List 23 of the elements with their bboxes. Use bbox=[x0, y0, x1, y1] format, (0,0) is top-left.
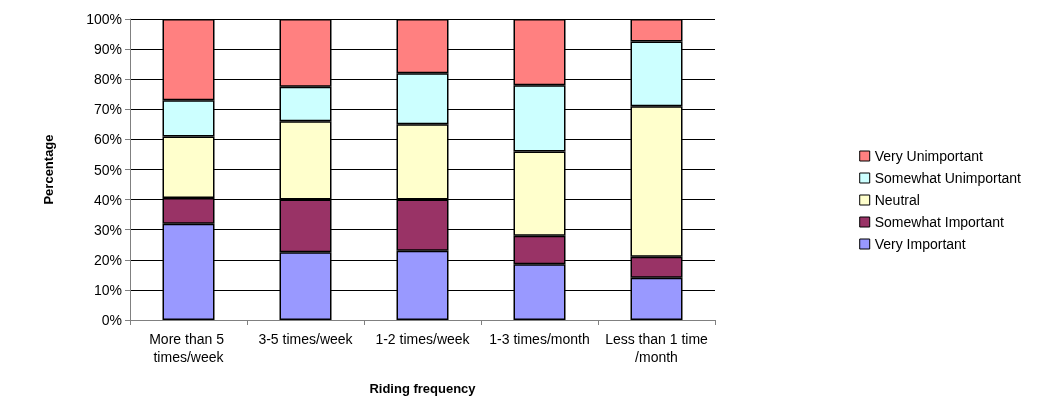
x-tick-label: Less than 1 time/month bbox=[605, 331, 709, 365]
y-tick-label: 30% bbox=[93, 221, 122, 238]
y-tick-label: 60% bbox=[93, 131, 122, 148]
x-tick-label: 1-3 times/month bbox=[489, 331, 590, 347]
y-tick-label: 90% bbox=[93, 41, 122, 58]
y-tick-label: 20% bbox=[93, 251, 122, 268]
y-tick-label: 0% bbox=[101, 312, 122, 328]
y-tick-label: 40% bbox=[93, 191, 122, 208]
legend-label: Very Unimportant bbox=[874, 148, 983, 164]
legend-label: Somewhat Important bbox=[874, 214, 1004, 230]
x-tick-label: More than 5 times/week bbox=[149, 331, 228, 365]
y-tick-label: 80% bbox=[93, 71, 122, 88]
x-axis-title: Riding frequency bbox=[369, 381, 477, 396]
legend-label: Very Important bbox=[874, 236, 966, 252]
y-axis-title: Percentage bbox=[41, 134, 56, 205]
legend-label: Somewhat Unimportant bbox=[874, 170, 1022, 186]
y-tick-label: 100% bbox=[86, 11, 122, 27]
x-tick-label: 3-5 times/week bbox=[258, 331, 354, 347]
x-tick-label: 1-2 times/week bbox=[375, 331, 471, 347]
y-tick-label: 10% bbox=[93, 281, 122, 298]
y-tick-label: 70% bbox=[93, 101, 122, 118]
y-tick-label: 50% bbox=[93, 161, 122, 178]
legend-label: Neutral bbox=[874, 192, 920, 208]
